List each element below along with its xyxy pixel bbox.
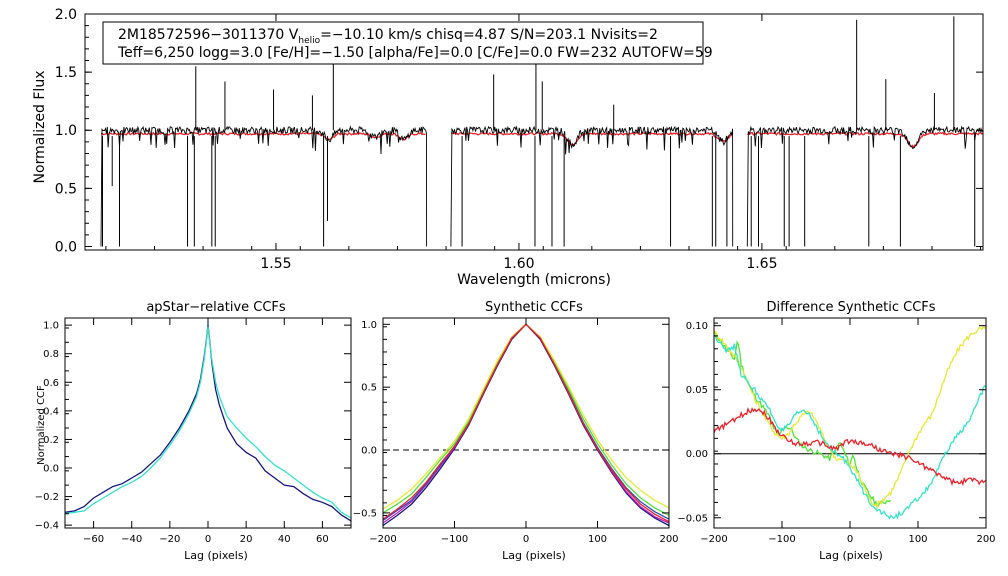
y-tick-label: 1.0 xyxy=(43,321,59,332)
synthetic-ccf-title: Synthetic CCFs xyxy=(485,300,583,315)
y-tick-label: 0.4 xyxy=(43,406,59,417)
x-tick-label: 1.65 xyxy=(746,256,777,272)
x-tick-label: −100 xyxy=(768,534,795,545)
x-tick-label: 20 xyxy=(240,534,253,545)
x-tick-label: 0 xyxy=(847,534,853,545)
y-tick-label: 0.5 xyxy=(361,383,377,394)
y-tick-label: 0.0 xyxy=(361,446,377,457)
y-tick-label: −0.5 xyxy=(353,508,377,519)
synthetic-ccf-panel: Synthetic CCFs −200 −100 0 100 200 −0.5 0.0 0.5… xyxy=(353,300,679,562)
apstar-ccf-x-axis-label: Lag (pixels) xyxy=(184,549,248,562)
ccf-line-visit-1 xyxy=(65,325,351,522)
ccf-line-diff-cyan xyxy=(714,334,986,520)
apstar-ccf-title: apStar−relative CCFs xyxy=(146,300,286,315)
apstar-ccf-plot-area xyxy=(65,325,351,522)
apstar-ccf-ticks xyxy=(65,318,351,529)
x-tick-label: 200 xyxy=(976,534,995,545)
info-vhelio-subscript: helio xyxy=(298,36,320,46)
x-tick-label: 0 xyxy=(205,534,211,545)
ccf-line-diff-yellow xyxy=(714,325,986,510)
x-tick-label: −20 xyxy=(159,534,180,545)
info-object-id: 2M18572596−3011370 xyxy=(118,27,284,43)
difference-ccf-tick-labels: −200 −100 0 100 200 −0.05 0.00 0.05 0.10 xyxy=(677,321,995,545)
y-tick-label: −0.2 xyxy=(35,492,59,503)
apstar-ccf-axes-frame xyxy=(64,317,352,529)
x-tick-label: 1.60 xyxy=(503,256,534,272)
x-tick-label: 1.55 xyxy=(260,256,291,272)
spectrum-ticks xyxy=(85,13,983,250)
y-tick-label: 0.10 xyxy=(686,321,708,332)
x-tick-label: 40 xyxy=(278,534,291,545)
x-tick-label: 200 xyxy=(659,534,678,545)
observed-spectrum-chip-2 xyxy=(450,125,734,247)
x-tick-label: 100 xyxy=(588,534,607,545)
y-tick-label: 0.6 xyxy=(43,378,59,389)
difference-ccf-x-axis-label: Lag (pixels) xyxy=(819,549,883,562)
info-box xyxy=(102,21,704,65)
synthetic-ccf-x-axis-label: Lag (pixels) xyxy=(502,549,566,562)
model-spectrum-chip-3 xyxy=(747,131,983,149)
synthetic-ccf-axes-frame xyxy=(382,317,670,529)
y-tick-label: 2.0 xyxy=(55,7,77,23)
x-tick-label: −200 xyxy=(700,534,727,545)
y-tick-label: 0.05 xyxy=(686,385,708,396)
x-tick-label: −200 xyxy=(369,534,396,545)
info-line-1: 2M18572596−3011370 Vhelio=−10.10 km/s ch… xyxy=(118,27,658,46)
x-tick-label: −60 xyxy=(83,534,104,545)
x-tick-label: 60 xyxy=(316,534,329,545)
y-tick-label: 0.00 xyxy=(686,449,708,460)
y-tick-label: 0.2 xyxy=(43,435,59,446)
ccf-line-visit-2 xyxy=(65,326,351,519)
y-tick-label: 0.0 xyxy=(55,239,77,255)
y-tick-label: 0.0 xyxy=(43,464,59,475)
synthetic-ccf-tick-labels: −200 −100 0 100 200 −0.5 0.0 0.5 1.0 xyxy=(353,320,679,545)
x-tick-label: −40 xyxy=(121,534,142,545)
difference-ccf-plot-area xyxy=(714,325,986,520)
x-tick-label: −100 xyxy=(441,534,468,545)
observed-spectrum-chip-3 xyxy=(746,125,983,247)
info-line-2: Teff=6,250 logg=3.0 [Fe/H]=−1.50 [alpha/… xyxy=(117,45,713,61)
y-tick-label: −0.4 xyxy=(35,521,59,532)
x-tick-label: 0 xyxy=(523,534,529,545)
spectrum-x-axis-label: Wavelength (microns) xyxy=(457,272,611,288)
y-tick-label: 1.0 xyxy=(361,320,377,331)
y-tick-label: 1.0 xyxy=(55,123,77,139)
spectrum-panel: 1.55 1.60 1.65 0.0 0.5 1.0 1.5 2.0 2M18572596−3… xyxy=(32,7,984,288)
difference-ccf-panel: Difference Synthetic CCFs −200 −100 0 100 20… xyxy=(677,300,995,562)
info-vhelio-label: V xyxy=(289,27,299,43)
ccf-line-diff-red xyxy=(714,407,986,487)
y-tick-label: −0.05 xyxy=(677,513,708,524)
spectrum-y-axis-label: Normalized Flux xyxy=(32,71,48,184)
y-tick-label: 0.5 xyxy=(55,181,77,197)
difference-ccf-axes-frame xyxy=(713,317,987,529)
apstar-ccf-panel: apStar−relative CCFs −60 −40 −20 0 20 40 60 −0.… xyxy=(35,300,352,562)
spectrum-axes-frame xyxy=(84,13,984,251)
x-tick-label: 100 xyxy=(908,534,927,545)
y-tick-label: 0.8 xyxy=(43,349,59,360)
y-tick-label: 1.5 xyxy=(55,65,77,81)
info-vhelio-value: =−10.10 km/s chisq=4.87 S/N=203.1 Nvisit… xyxy=(320,27,658,43)
apstar-ccf-y-axis-label: Normalized CCF xyxy=(36,385,47,465)
observed-spectrum-chip-1 xyxy=(100,125,428,247)
difference-ccf-title: Difference Synthetic CCFs xyxy=(766,300,935,315)
spectrum-tick-labels: 1.55 1.60 1.65 0.0 0.5 1.0 1.5 2.0 xyxy=(55,7,778,272)
apstar-ccf-tick-labels: −60 −40 −20 0 20 40 60 −0.4 −0.2 0.0 0.2 0.4 0.6 0.8 1… xyxy=(35,321,329,545)
